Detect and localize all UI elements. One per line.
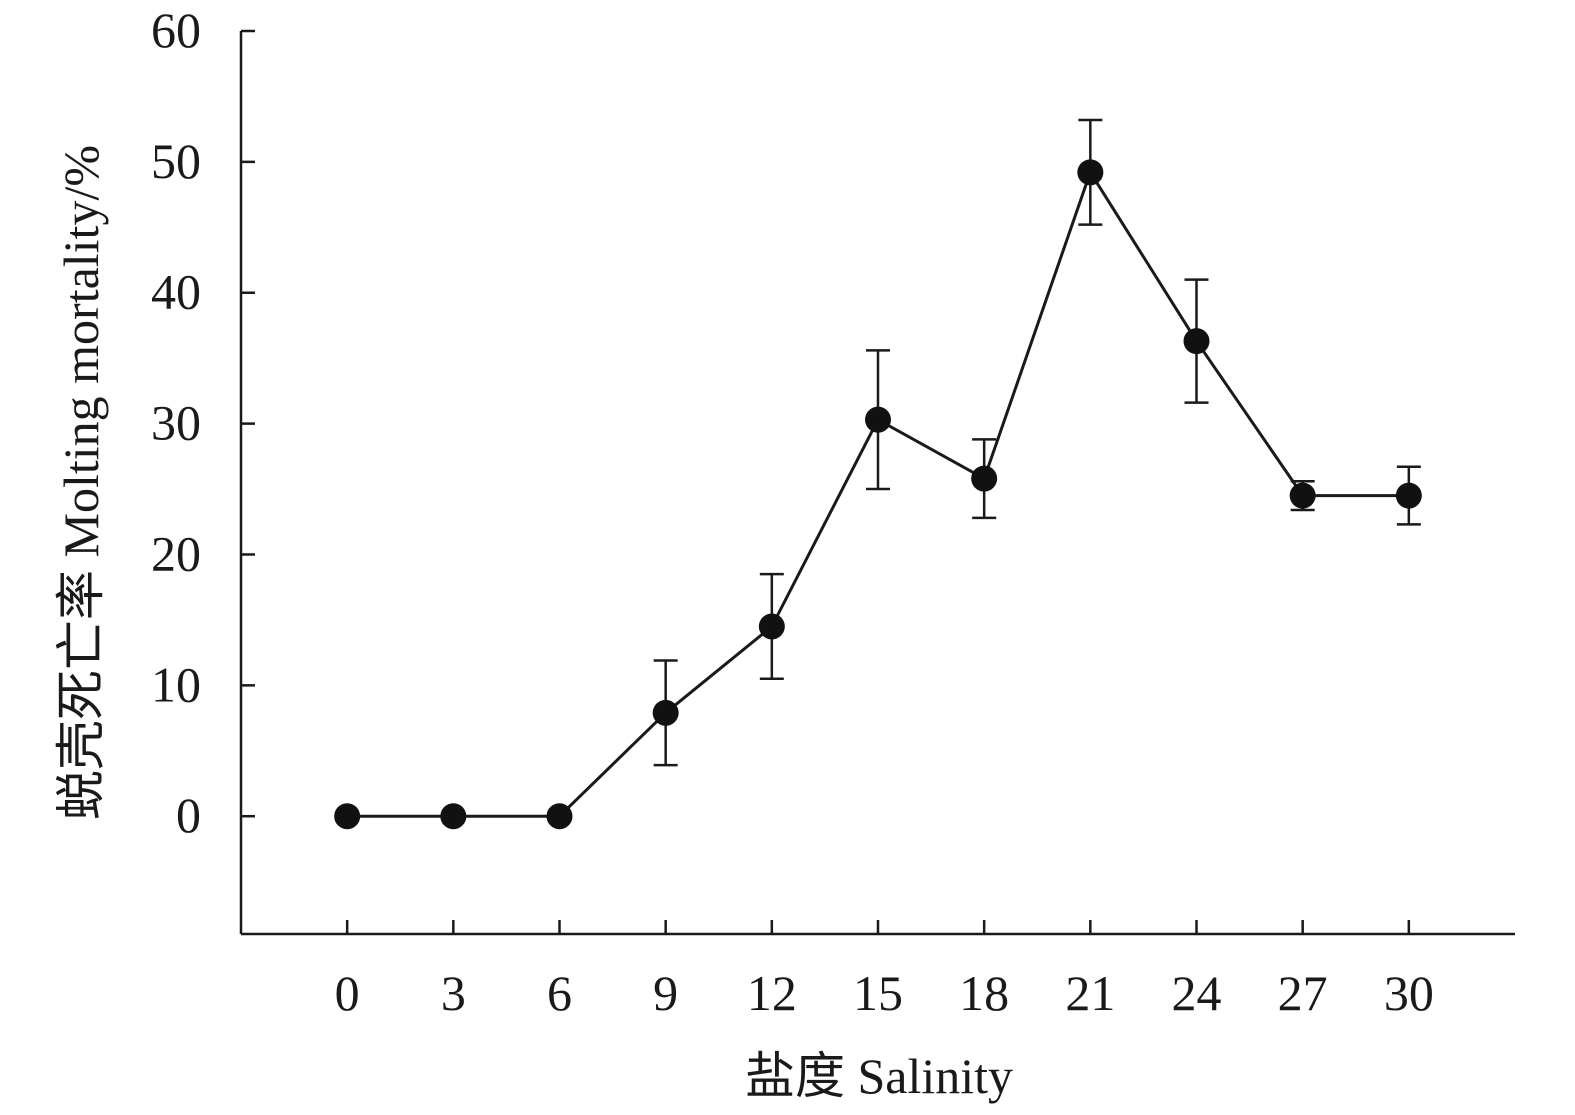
x-tick-label: 3 [441,965,466,1021]
series-lines [347,170,1409,818]
data-point [758,613,785,640]
x-tick-label: 27 [1278,965,1328,1021]
data-point [1289,482,1316,509]
y-axis-ticks: 0 10 20 30 40 50 60 [151,2,255,843]
x-tick-label: 9 [653,965,678,1021]
error-bars [653,118,1421,767]
data-point [652,699,679,726]
y-tick-label: 20 [151,525,201,581]
y-axis-title: 蜕壳死亡率 Molting mortality/% [53,145,109,820]
data-point [546,803,573,830]
series-line [347,170,1409,818]
data-point [334,803,361,830]
data-points [334,159,1422,830]
data-point [865,406,891,433]
x-tick-label: 21 [1065,965,1115,1021]
x-axis-title: 盐度 Salinity [745,1048,1013,1104]
x-tick-label: 18 [959,965,1009,1021]
y-tick-label: 60 [151,2,201,58]
y-tick-label: 40 [151,264,201,320]
y-tick-label: 10 [151,656,201,712]
x-tick-label: 12 [747,965,797,1021]
x-tick-label: 0 [335,965,360,1021]
x-axis-ticks: 0 3 6 9 12 15 18 21 24 27 30 [335,920,1434,1021]
x-tick-label: 30 [1384,965,1434,1021]
data-point [1077,159,1104,186]
data-point [440,803,467,830]
y-tick-label: 30 [151,395,201,451]
x-tick-label: 15 [853,965,903,1021]
data-point [1395,482,1422,509]
y-tick-label: 50 [151,133,201,189]
data-point [971,465,998,492]
x-tick-label: 24 [1172,965,1222,1021]
x-tick-label: 6 [547,965,572,1021]
y-tick-label: 0 [176,787,201,843]
data-point [1183,328,1210,355]
